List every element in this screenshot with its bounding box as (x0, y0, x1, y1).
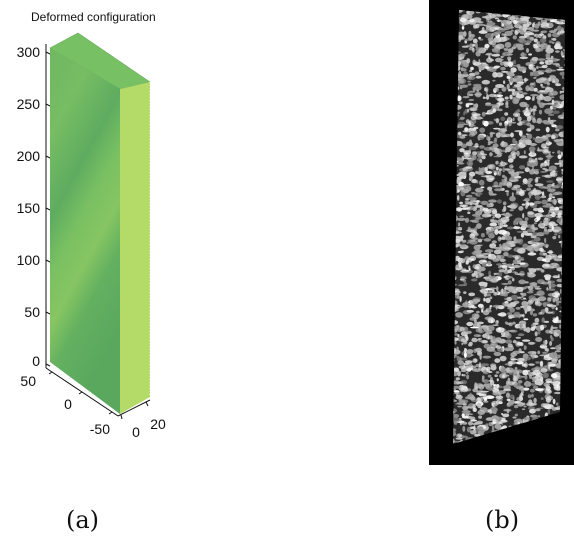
z-tick-label-300: 300 (17, 44, 41, 60)
deformed-configuration-plot: 300 250 200 150 100 50 0 50 0 -50 0 20 (17, 32, 166, 440)
x-tick-label-50: 50 (20, 373, 36, 389)
z-tick-label-200: 200 (17, 148, 41, 164)
panel-b: (b) (320, 0, 574, 538)
y-tick-label-0: 0 (132, 424, 140, 440)
block-side-face (120, 82, 150, 414)
z-tick-label-150: 150 (17, 200, 41, 216)
speckle-image (429, 0, 574, 465)
x-tick-label-0: 0 (64, 396, 72, 412)
z-tick-label-100: 100 (17, 252, 41, 268)
speckle-pattern (453, 10, 565, 444)
z-tick-label-0: 0 (32, 353, 40, 369)
plot-title: Deformed configuration (31, 10, 156, 24)
caption-a: (a) (66, 506, 100, 534)
z-axis-ticks (45, 51, 51, 367)
z-tick-label-50: 50 (24, 304, 40, 320)
y-tick-label-20: 20 (150, 416, 166, 432)
x-axis-ticks (48, 371, 113, 415)
caption-b: (b) (485, 506, 520, 534)
y-axis (117, 399, 151, 417)
x-tick-label-neg50: -50 (90, 421, 110, 437)
block-front-face (50, 48, 120, 414)
y-axis-ticks (120, 401, 149, 420)
z-tick-label-250: 250 (17, 96, 41, 112)
panel-a: Deformed configuration (17, 10, 166, 534)
